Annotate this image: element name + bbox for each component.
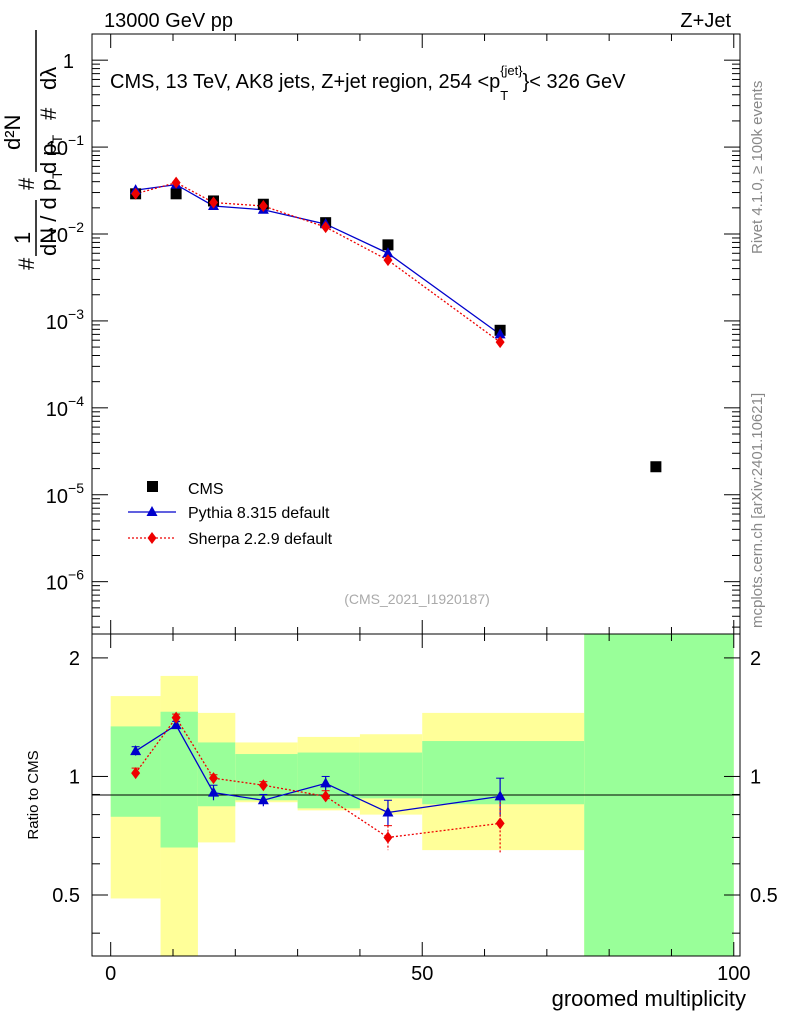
sherpa-point (321, 221, 331, 234)
legend: CMS Pythia 8.315 default Sherpa 2.2.9 de… (128, 481, 333, 548)
pythia-line (135, 183, 501, 335)
ratio-sherpa-point (495, 817, 505, 830)
site-label: mcplots.cern.ch [arXiv:2401.10621] (749, 393, 766, 628)
main-y-tick-label: 10−4 (46, 393, 84, 421)
ratio-pythia-point (170, 719, 182, 730)
ylabel-hash-3: # (36, 107, 61, 120)
ylabel-one: 1 (10, 232, 35, 244)
rivet-label: Rivet 4.1.0, ≥ 100k events (749, 81, 766, 254)
ratio-pythia-point (208, 786, 219, 797)
ratio-pythia-point (320, 777, 332, 788)
x-tick-label: 100 (717, 963, 750, 985)
sherpa-point (171, 176, 181, 189)
main-y-tick-label: 10−5 (46, 480, 84, 508)
axis-ticks (92, 33, 740, 956)
main-y-tick-label: 10−3 (46, 306, 84, 334)
ylabel-hash-1: # (14, 257, 39, 270)
ratio-pythia-point (130, 745, 142, 756)
ratio-y-tick-label-right: 0.5 (750, 885, 778, 907)
main-series-group (130, 176, 662, 473)
ratio-pythia-point (257, 794, 269, 805)
analysis-id: (CMS_2021_I1920187) (344, 591, 490, 607)
legend-pythia-marker (146, 506, 158, 516)
main-y-tick-label: 10−6 (46, 567, 84, 595)
sherpa-point (131, 187, 141, 200)
ratio-uncertainty-bands (110, 634, 734, 956)
sherpa-point (209, 196, 218, 209)
ylabel-dpt: d pT (36, 134, 65, 174)
ratio-ylabel: Ratio to CMS (25, 750, 42, 839)
process-label: Z+Jet (680, 10, 731, 32)
x-tick-label: 0 (105, 963, 116, 985)
main-y-tick-label: 10−1 (46, 132, 84, 160)
cms-point (170, 188, 182, 200)
legend-sherpa-marker (147, 532, 157, 544)
plot-title: CMS, 13 TeV, AK8 jets, Z+jet region, 254… (110, 63, 626, 103)
legend-sherpa-label: Sherpa 2.2.9 default (188, 531, 333, 548)
ratio-sherpa-point (258, 779, 268, 792)
ratio-y-tick-label-right: 2 (750, 648, 761, 670)
cms-point (650, 461, 662, 473)
ylabel-hash-2: # (14, 177, 39, 190)
ylabel-d2n: d²N (0, 115, 25, 150)
x-tick-label: 50 (411, 963, 433, 985)
main-ylabel: # 1 dN / d pT # d²N d pT # dλ (0, 30, 65, 270)
ratio-pythia-point (382, 806, 394, 817)
sherpa-point (258, 199, 268, 212)
ratio-panel-frame (91, 633, 741, 957)
pythia-point (494, 328, 506, 339)
ratio-pythia-point (494, 790, 506, 801)
legend-cms-label: CMS (188, 481, 224, 498)
ylabel-n: dN / d pT (36, 170, 65, 256)
ratio-series-group (130, 711, 506, 853)
main-y-tick-label: 10−2 (46, 219, 84, 247)
ratio-sherpa-point (171, 711, 181, 724)
ratio-y-tick-label: 2 (69, 648, 80, 670)
x-tick-labels: 0 50 100 (105, 963, 750, 985)
ratio-y-tick-label-right: 1 (750, 766, 761, 788)
ratio-band-inner (160, 711, 198, 848)
sherpa-point (495, 336, 505, 349)
ratio-y-tick-labels: 2 2 1 1 0.5 0.5 (52, 648, 778, 907)
ratio-band-inner (297, 752, 360, 809)
ratio-band-inner (359, 752, 423, 799)
ratio-sherpa-point (131, 767, 141, 780)
ratio-y-tick-label: 0.5 (52, 885, 80, 907)
x-axis-label: groomed multiplicity (552, 986, 746, 1011)
ratio-sherpa-point (383, 831, 393, 844)
ylabel-dlambda: dλ (36, 67, 61, 90)
ratio-band-inner (235, 754, 298, 801)
legend-cms-marker (147, 481, 158, 492)
pythia-point (382, 247, 394, 258)
main-y-tick-label: 1 (63, 51, 74, 73)
ratio-band-inner (422, 741, 585, 805)
sherpa-point (383, 254, 393, 267)
legend-pythia-label: Pythia 8.315 default (188, 505, 330, 522)
ratio-sherpa-point (321, 790, 331, 803)
beam-label: 13000 GeV pp (104, 10, 233, 32)
main-y-tick-labels: 1 10−1 10−2 10−3 10−4 10−5 10−6 (46, 51, 84, 595)
cms-point (382, 239, 394, 251)
ratio-y-tick-label: 1 (69, 766, 80, 788)
sherpa-line (135, 181, 501, 343)
ratio-sherpa-point (209, 772, 218, 785)
